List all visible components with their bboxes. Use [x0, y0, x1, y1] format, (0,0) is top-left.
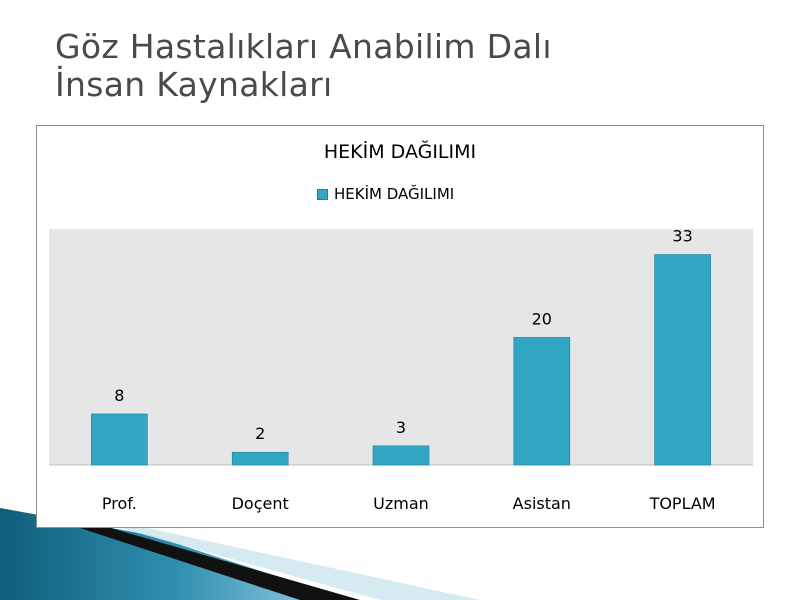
x-tick-label: Uzman — [373, 494, 429, 513]
bar-asistan — [513, 337, 571, 466]
legend-swatch — [317, 188, 328, 200]
plot-area — [49, 229, 753, 465]
data-label: 20 — [532, 309, 552, 328]
legend-label: HEKİM DAĞILIMI — [334, 185, 455, 203]
chart-frame: HEKİM DAĞILIMI HEKİM DAĞILIMI 8 Prof. 2 Doç… — [36, 125, 764, 528]
slide-title: Göz Hastalıkları Anabilim Dalı İnsan Kay… — [55, 28, 552, 104]
x-tick-label: TOPLAM — [649, 494, 716, 513]
slide-title-line-1: Göz Hastalıkları Anabilim Dalı — [55, 27, 552, 66]
x-tick-label: Asistan — [513, 494, 571, 513]
bar-prof — [91, 413, 148, 466]
x-tick-label: Prof. — [102, 494, 137, 513]
chart-legend: HEKİM DAĞILIMI — [317, 184, 454, 204]
bar-doent — [231, 451, 289, 466]
data-label: 33 — [672, 227, 692, 246]
bar-chart: 8 Prof. 2 Doçent 3 Uzman 20 Asistan 33 TOPLAM — [49, 227, 753, 513]
chart-title: HEKİM DAĞILIMI — [323, 141, 477, 163]
bar-uzman — [372, 445, 430, 466]
bar-toplam — [654, 254, 711, 466]
data-label: 8 — [114, 386, 124, 405]
data-label: 2 — [255, 424, 265, 443]
data-label: 3 — [396, 418, 406, 437]
slide-title-line-2: İnsan Kaynakları — [55, 65, 333, 104]
x-tick-label: Doçent — [232, 494, 289, 513]
